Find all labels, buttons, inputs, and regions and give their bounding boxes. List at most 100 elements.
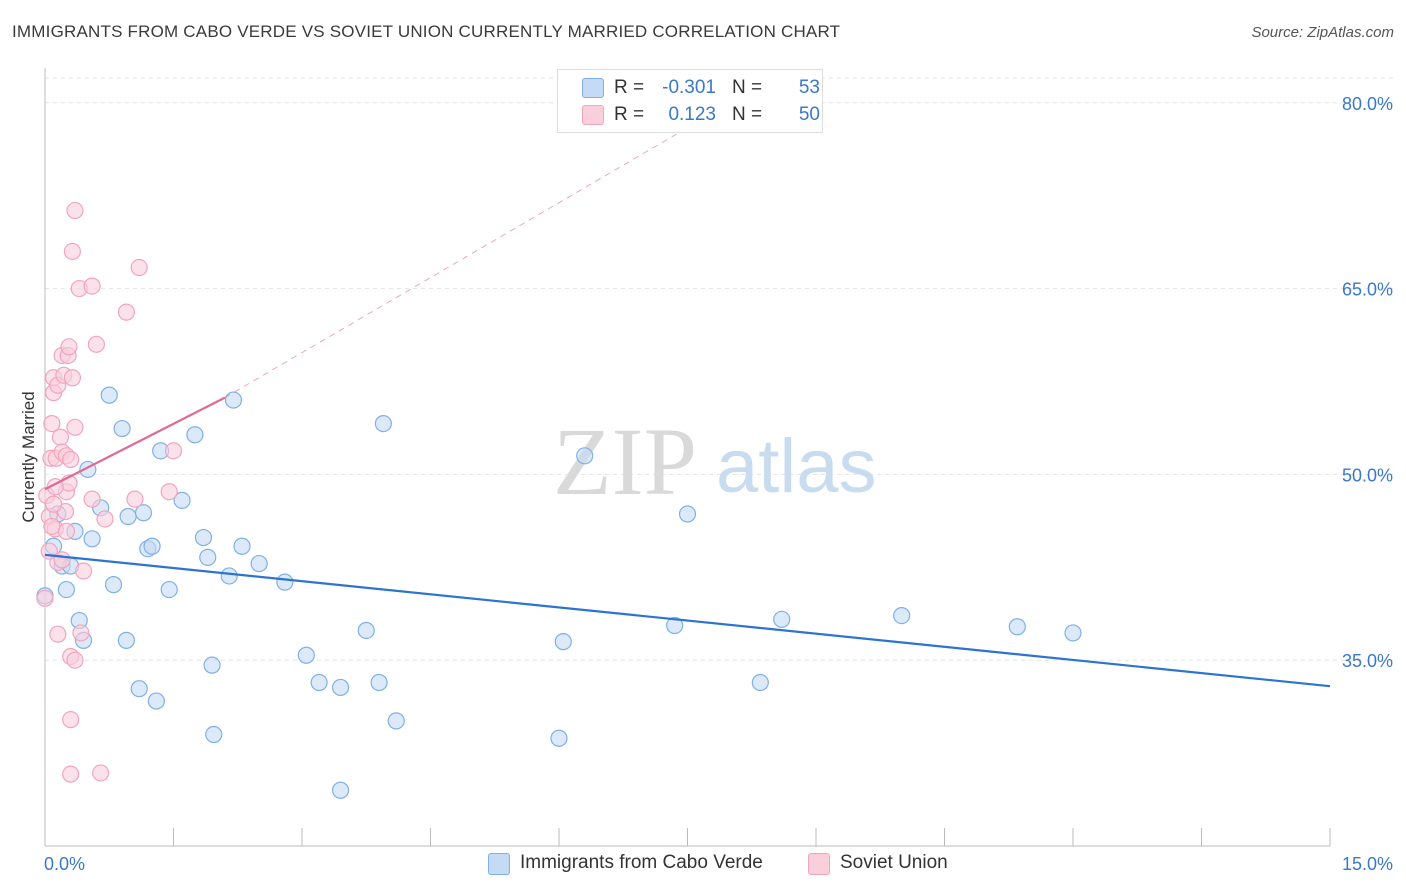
data-point: [113, 419, 131, 438]
series-soviet-union: [36, 201, 183, 783]
data-point: [74, 562, 93, 580]
x-tick-labels: 0.0% 15.0%: [44, 854, 1393, 874]
n-value: 50: [798, 104, 820, 125]
data-point: [83, 490, 101, 508]
data-point: [331, 781, 350, 799]
data-point: [96, 510, 114, 528]
n-label: N =: [732, 77, 763, 98]
data-point: [893, 606, 911, 625]
y-tick-label: 50.0%: [1342, 465, 1393, 485]
y-tick-label: 35.0%: [1342, 651, 1393, 671]
data-point: [53, 551, 71, 569]
x-tick-label: 15.0%: [1342, 854, 1393, 874]
trend-line-soviet-union: [44, 396, 226, 491]
y-axis-label: Currently Married: [19, 391, 38, 522]
legend-swatch-blue: [488, 853, 510, 875]
data-point: [250, 554, 268, 573]
data-point: [199, 548, 217, 566]
r-value: 0.123: [668, 104, 716, 125]
data-point: [36, 589, 54, 607]
data-point: [72, 624, 90, 642]
data-point: [134, 504, 153, 522]
data-point: [63, 369, 82, 387]
data-point: [310, 673, 328, 692]
r-label: R =: [614, 77, 645, 98]
y-tick-labels: 35.0% 50.0% 65.0% 80.0%: [1342, 94, 1393, 671]
watermark: ZIP atlas: [553, 408, 877, 515]
data-point: [550, 729, 568, 747]
data-point: [194, 528, 213, 547]
correlation-stats-box: R = -0.301 N = 53 R = 0.123 N = 50: [557, 69, 823, 133]
data-point: [66, 651, 84, 669]
y-tick-label: 80.0%: [1342, 94, 1393, 114]
data-point: [43, 517, 61, 536]
data-point: [62, 450, 80, 469]
data-point: [100, 386, 118, 404]
data-point: [130, 258, 148, 277]
legend-label: Soviet Union: [840, 852, 948, 873]
data-point: [83, 530, 101, 548]
data-point: [205, 725, 223, 744]
data-point: [297, 646, 315, 664]
data-point: [43, 415, 61, 433]
data-point: [160, 483, 178, 501]
data-point: [233, 537, 251, 555]
data-point: [370, 673, 388, 692]
x-tick-label: 0.0%: [44, 854, 85, 874]
y-tick-label: 65.0%: [1342, 280, 1393, 300]
watermark-zip: ZIP: [553, 408, 697, 515]
data-point: [66, 418, 84, 436]
data-point: [160, 580, 178, 599]
data-point: [117, 303, 135, 321]
data-point: [147, 692, 165, 710]
data-point: [51, 428, 70, 446]
source-label: Source: ZipAtlas.com: [1251, 24, 1394, 41]
gridlines: [45, 77, 1395, 661]
watermark-atlas: atlas: [716, 424, 877, 509]
data-point: [87, 335, 106, 353]
data-point: [143, 537, 161, 555]
data-point: [117, 631, 135, 649]
legend-swatch-pink: [808, 853, 830, 875]
data-point: [130, 680, 148, 698]
data-point: [773, 610, 791, 628]
data-point: [62, 765, 80, 783]
data-point: [66, 201, 84, 220]
data-point: [387, 712, 405, 730]
data-point: [57, 522, 76, 540]
data-point: [62, 711, 80, 729]
data-point: [224, 391, 243, 409]
n-value: 53: [798, 77, 820, 98]
data-point: [331, 678, 350, 697]
data-point: [60, 338, 78, 356]
legend-label: Immigrants from Cabo Verde: [520, 852, 763, 873]
blue-swatch: [582, 78, 604, 98]
data-point: [203, 656, 221, 674]
series-points: [36, 201, 1082, 799]
trend-lines: [44, 102, 1331, 688]
pink-swatch: [582, 105, 604, 125]
data-point: [751, 673, 769, 692]
data-point: [44, 495, 63, 513]
axes: [44, 68, 1331, 847]
trend-line-extension: [224, 102, 731, 399]
data-point: [374, 415, 392, 433]
data-point: [119, 507, 137, 526]
data-point: [126, 490, 144, 508]
data-point: [666, 616, 684, 635]
data-point: [164, 442, 183, 460]
series-cabo-verde: [36, 386, 1082, 799]
trend-line-cabo-verde: [44, 553, 1331, 688]
data-point: [220, 567, 238, 585]
n-label: N =: [732, 104, 763, 125]
data-point: [83, 277, 101, 295]
data-point: [554, 633, 572, 651]
data-point: [678, 505, 697, 523]
data-point: [92, 764, 110, 782]
data-point: [63, 242, 82, 261]
chart-title: IMMIGRANTS FROM CABO VERDE VS SOVIET UNI…: [12, 22, 841, 41]
data-point: [173, 491, 191, 509]
data-point: [357, 621, 375, 640]
data-point: [186, 426, 204, 444]
